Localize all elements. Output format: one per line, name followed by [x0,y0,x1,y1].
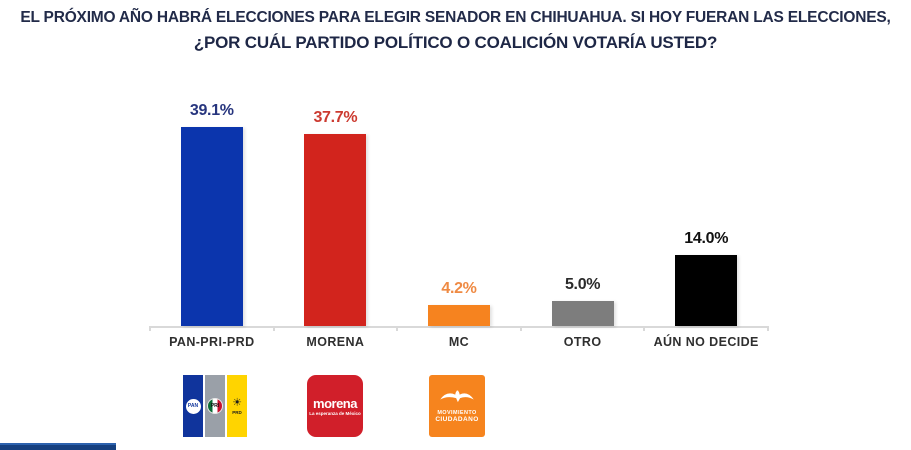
value-label-morena: 37.7% [313,108,358,126]
footer-accent-bar [0,443,116,450]
prd-logo-text: PRD [232,409,242,415]
value-label-otro: 5.0% [564,275,601,293]
pan-pri-prd-logo: PAN PRI ☀ PRD [183,375,247,437]
bar-pan-pri-prd [180,126,243,326]
pan-logo-stripe: PAN [183,375,203,437]
morena-logo: morena La esperanza de México [307,375,363,437]
prd-sun-icon: ☀ [232,396,242,409]
x-axis-tick [767,326,769,331]
pri-logo-circle: PRI [207,398,223,414]
x-axis-tick [519,326,522,331]
title-question-line1: EL PRÓXIMO AÑO HABRÁ ELECCIONES PARA ELE… [20,9,891,26]
bar-mc [428,304,490,326]
category-label-a-n-no-decide: AÚN NO DECIDE [653,335,759,349]
prd-logo-stripe: ☀ PRD [227,375,247,437]
bar-a-n-no-decide [675,254,738,326]
mc-logo-line2: CIUDADANO [435,416,479,423]
value-label-mc: 4.2% [441,279,477,297]
pri-logo-stripe: PRI [205,375,225,437]
x-axis-line [150,326,768,328]
value-label-pan-pri-prd: 39.1% [189,101,234,119]
category-label-mc: MC [448,335,470,349]
eagle-icon [439,388,475,408]
category-label-otro: OTRO [563,335,602,349]
bar-otro [551,300,614,326]
morena-logo-tagline: La esperanza de México [309,410,361,416]
chart-title: EL PRÓXIMO AÑO HABRÁ ELECCIONES PARA ELE… [0,6,911,55]
x-axis-tick [272,326,275,331]
category-label-pan-pri-prd: PAN-PRI-PRD [169,335,255,349]
movimiento-ciudadano-logo: MOVIMIENTO CIUDADANO [429,375,485,437]
bar-morena [304,133,367,326]
title-question-line2: ¿POR CUÁL PARTIDO POLÍTICO O COALICIÓN V… [193,33,718,52]
morena-logo-name: morena [313,395,357,411]
pan-logo-circle: PAN [185,398,201,414]
x-axis-tick [396,326,399,331]
x-axis-tick [643,326,646,331]
value-label-a-n-no-decide: 14.0% [684,229,729,247]
mc-logo-line1: MOVIMIENTO [437,410,477,416]
category-label-morena: MORENA [306,335,365,349]
x-axis-tick [149,326,151,331]
